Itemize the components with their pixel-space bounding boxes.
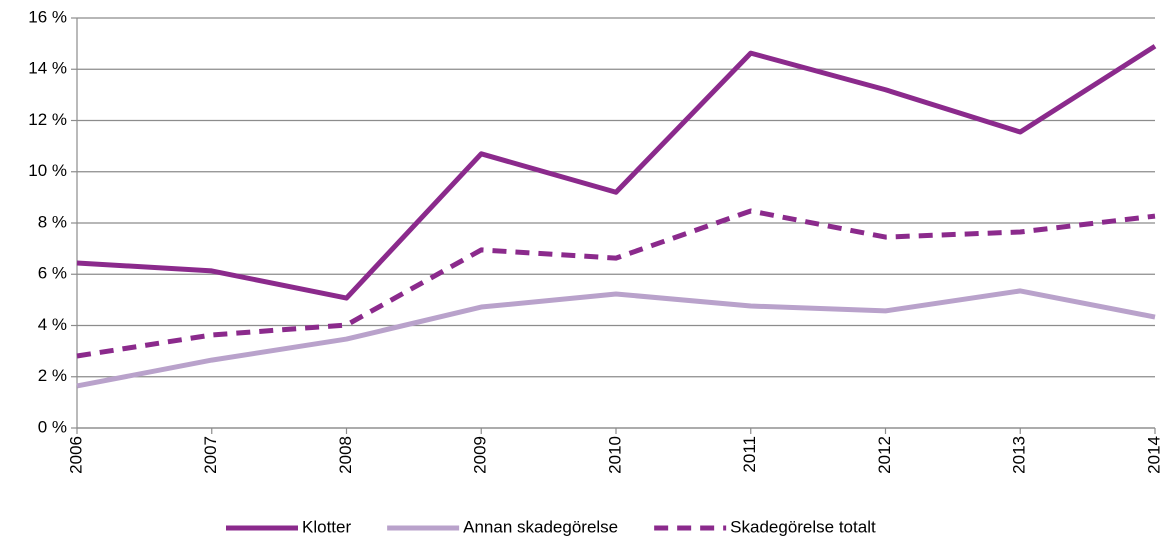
x-tick-label: 2007	[201, 436, 220, 474]
y-tick-label: 10 %	[28, 161, 67, 180]
series-line	[76, 288, 1156, 389]
series-line	[76, 44, 1157, 301]
legend-label: Klotter	[302, 517, 351, 536]
x-tick-label: 2011	[740, 436, 759, 473]
series-line	[76, 208, 1156, 359]
x-tick-label: 2010	[605, 436, 624, 474]
x-tick-label: 2014	[1144, 436, 1163, 474]
legend-label: Skadegörelse totalt	[730, 517, 876, 536]
x-tick-label: 2012	[875, 436, 894, 474]
y-tick-label: 14 %	[28, 59, 67, 78]
y-tick-label: 12 %	[28, 110, 67, 129]
y-tick-label: 2 %	[38, 366, 67, 385]
x-tick-label: 2013	[1010, 436, 1029, 474]
y-tick-label: 8 %	[38, 212, 67, 231]
y-tick-label: 6 %	[38, 264, 67, 283]
x-tick-label: 2006	[66, 436, 85, 474]
x-tick-label: 2008	[336, 436, 355, 474]
legend-label: Annan skadegörelse	[463, 517, 618, 536]
y-tick-label: 0 %	[38, 417, 67, 436]
y-tick-label: 16 %	[28, 7, 67, 26]
x-tick-label: 2009	[471, 436, 490, 474]
y-tick-label: 4 %	[38, 315, 67, 334]
